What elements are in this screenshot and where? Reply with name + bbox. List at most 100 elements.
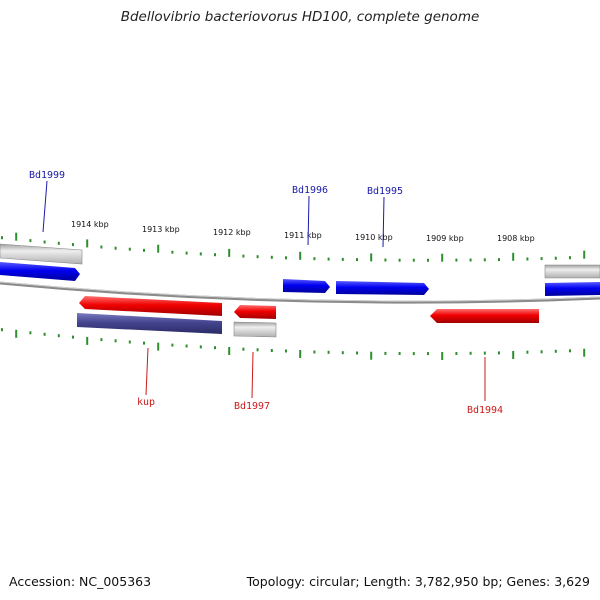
label-leader-lines (42, 180, 486, 401)
major-tick (157, 244, 160, 253)
minor-tick (526, 350, 529, 354)
minor-tick (498, 351, 500, 355)
minor-tick (285, 256, 287, 260)
major-tick (228, 347, 231, 355)
minor-tick (427, 352, 429, 356)
gene-right-edge-bar[interactable] (545, 282, 600, 296)
minor-tick (569, 349, 571, 353)
minor-tick (569, 256, 571, 260)
gene-label-bd1996[interactable]: Bd1996 (292, 185, 328, 196)
gene-bd1997-bar[interactable] (234, 305, 276, 319)
minor-tick (540, 257, 543, 261)
leader-kup (145, 347, 149, 396)
minor-tick (72, 335, 74, 339)
major-tick (370, 253, 373, 262)
scale-label-1913: 1913 kbp (142, 225, 180, 234)
minor-tick (285, 349, 287, 353)
feature-bd1997-cds[interactable] (233, 321, 277, 338)
minor-tick (128, 247, 131, 251)
minor-tick (356, 258, 358, 262)
accession-text: Accession: NC_005363 (9, 574, 152, 589)
minor-tick (29, 331, 32, 335)
major-tick (370, 351, 373, 360)
minor-tick (427, 258, 429, 262)
feature-gray-right-top[interactable] (544, 264, 600, 279)
minor-tick (455, 352, 458, 355)
minor-tick (57, 334, 60, 338)
gene-label-bd1999[interactable]: Bd1999 (29, 170, 65, 181)
minor-tick (185, 251, 188, 255)
scale-label-1909: 1909 kbp (426, 234, 464, 243)
minor-tick (242, 347, 245, 351)
minor-tick (256, 255, 259, 259)
minor-tick (469, 351, 472, 355)
scale-label-1914: 1914 kbp (71, 220, 109, 229)
minor-tick (199, 345, 202, 349)
minor-tick (214, 253, 216, 257)
minor-tick (100, 245, 103, 249)
scale-label-1911: 1911 kbp (284, 231, 322, 240)
feature-kup-cds[interactable] (77, 313, 222, 334)
minor-tick (171, 250, 174, 254)
minor-tick (199, 252, 202, 256)
minor-tick (214, 346, 216, 350)
minor-tick (384, 258, 387, 262)
minor-tick (114, 339, 117, 343)
scale-label-1910: 1910 kbp (355, 233, 393, 242)
gene-bd1995-bar[interactable] (336, 281, 429, 295)
gene-label-kup[interactable]: kup (137, 397, 155, 408)
minor-tick (483, 351, 486, 355)
gene-label-bd1997[interactable]: Bd1997 (234, 401, 270, 412)
minor-tick (455, 258, 458, 262)
gene-label-bd1994[interactable]: Bd1994 (467, 405, 503, 416)
leader-bd1999 (42, 180, 48, 233)
minor-tick (1, 236, 3, 240)
major-tick (583, 348, 586, 357)
gene-kup-bar[interactable] (79, 296, 222, 316)
minor-tick (270, 255, 273, 259)
minor-tick (270, 349, 273, 352)
minor-tick (483, 258, 486, 262)
minor-tick (100, 338, 103, 342)
minor-tick (412, 258, 415, 262)
major-tick (299, 251, 302, 260)
minor-tick (143, 341, 145, 345)
major-tick (15, 232, 18, 241)
gene-bd1994-bar[interactable] (430, 309, 539, 323)
minor-tick (43, 332, 46, 336)
minor-tick (1, 328, 3, 332)
feature-gray-left-top[interactable] (0, 243, 83, 265)
gene-bd1996-bar[interactable] (283, 279, 330, 293)
leader-bd1996 (307, 195, 310, 246)
scale-label-1912: 1912 kbp (213, 228, 251, 237)
major-tick (512, 351, 515, 359)
major-tick (299, 350, 302, 358)
minor-tick (327, 350, 330, 354)
minor-tick (29, 239, 32, 243)
minor-tick (341, 257, 344, 261)
minor-tick (43, 240, 46, 244)
minor-tick (356, 351, 358, 355)
minor-tick (526, 257, 529, 261)
minor-tick (143, 248, 145, 252)
gene-label-bd1995[interactable]: Bd1995 (367, 186, 403, 197)
gene-bd1999-bar[interactable] (0, 262, 80, 281)
minor-tick (256, 348, 259, 352)
minor-tick (171, 343, 174, 347)
minor-tick (128, 340, 131, 344)
major-tick (86, 239, 89, 248)
minor-tick (114, 246, 117, 250)
major-tick (86, 336, 89, 345)
minor-tick (327, 257, 330, 261)
genome-summary-text: Topology: circular; Length: 3,782,950 bp… (246, 574, 590, 589)
leader-bd1997 (251, 351, 254, 399)
minor-tick (498, 258, 500, 262)
scale-labels: 1914 kbp 1913 kbp 1912 kbp 1911 kbp 1910… (71, 220, 535, 243)
scale-ticks-bottom (1, 328, 586, 360)
minor-tick (469, 258, 472, 262)
scale-label-1908: 1908 kbp (497, 234, 535, 243)
minor-tick (313, 350, 316, 354)
scale-ticks-top (1, 232, 586, 262)
major-tick (583, 250, 586, 259)
